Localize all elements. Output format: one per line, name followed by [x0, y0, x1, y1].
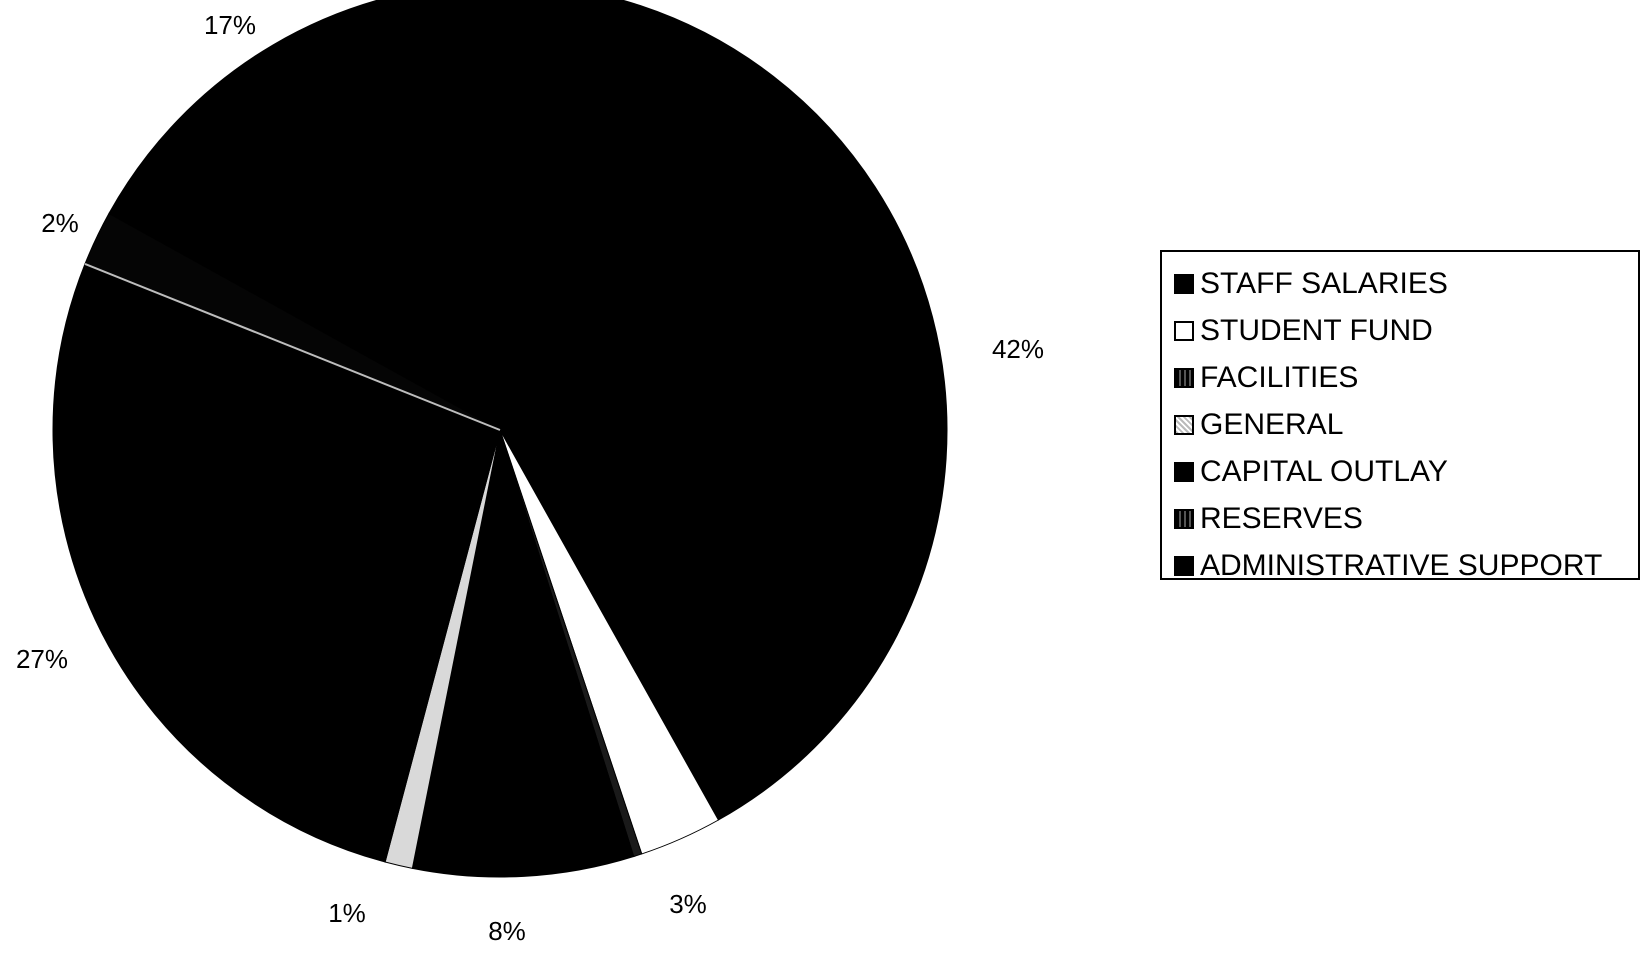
legend-swatch: [1174, 414, 1194, 435]
pie-slice-administrative-support: [52, 263, 501, 863]
legend-item-facilities: FACILITIES: [1174, 354, 1638, 401]
legend-item-capital-outlay: CAPITAL OUTLAY: [1174, 448, 1638, 495]
slice-label: 17%: [204, 10, 256, 40]
legend-swatch: [1174, 320, 1194, 341]
legend: STAFF SALARIES STUDENT FUND FACILITIES G…: [1160, 250, 1640, 580]
slice-label: 42%: [992, 334, 1044, 364]
legend-swatch: [1174, 555, 1194, 576]
legend-swatch: [1174, 508, 1194, 529]
legend-item-staff-salaries: STAFF SALARIES: [1174, 260, 1638, 307]
pie-slices: [52, 0, 948, 878]
legend-item-student-fund: STUDENT FUND: [1174, 307, 1638, 354]
slice-label: 3%: [669, 889, 707, 919]
legend-label: STUDENT FUND: [1200, 313, 1433, 347]
legend-swatch: [1174, 367, 1194, 388]
slice-label: 1%: [328, 898, 366, 928]
slice-label: 8%: [488, 916, 526, 946]
legend-label: STAFF SALARIES: [1200, 266, 1448, 300]
pie-slice-staff-salaries: [108, 0, 501, 431]
legend-item-reserves: RESERVES: [1174, 495, 1638, 542]
pie-slice-staff-salaries: [499, 0, 948, 821]
legend-swatch: [1174, 461, 1194, 482]
slice-label: 27%: [16, 644, 68, 674]
legend-item-administrative-support: ADMINISTRATIVE SUPPORT: [1174, 542, 1638, 589]
legend-item-general: GENERAL: [1174, 401, 1638, 448]
pie-slice-capital-outlay: [411, 429, 635, 878]
legend-label: CAPITAL OUTLAY: [1200, 454, 1448, 488]
legend-label: RESERVES: [1200, 501, 1363, 535]
legend-label: FACILITIES: [1200, 360, 1359, 394]
slice-label: 2%: [41, 208, 79, 238]
legend-label: ADMINISTRATIVE SUPPORT: [1200, 548, 1603, 582]
legend-swatch: [1174, 273, 1194, 294]
legend-label: GENERAL: [1200, 407, 1344, 441]
slice-divider: [84, 263, 501, 431]
pie-labels: 42% 3% 8% 1% 27% 2% 17%: [16, 10, 1044, 946]
